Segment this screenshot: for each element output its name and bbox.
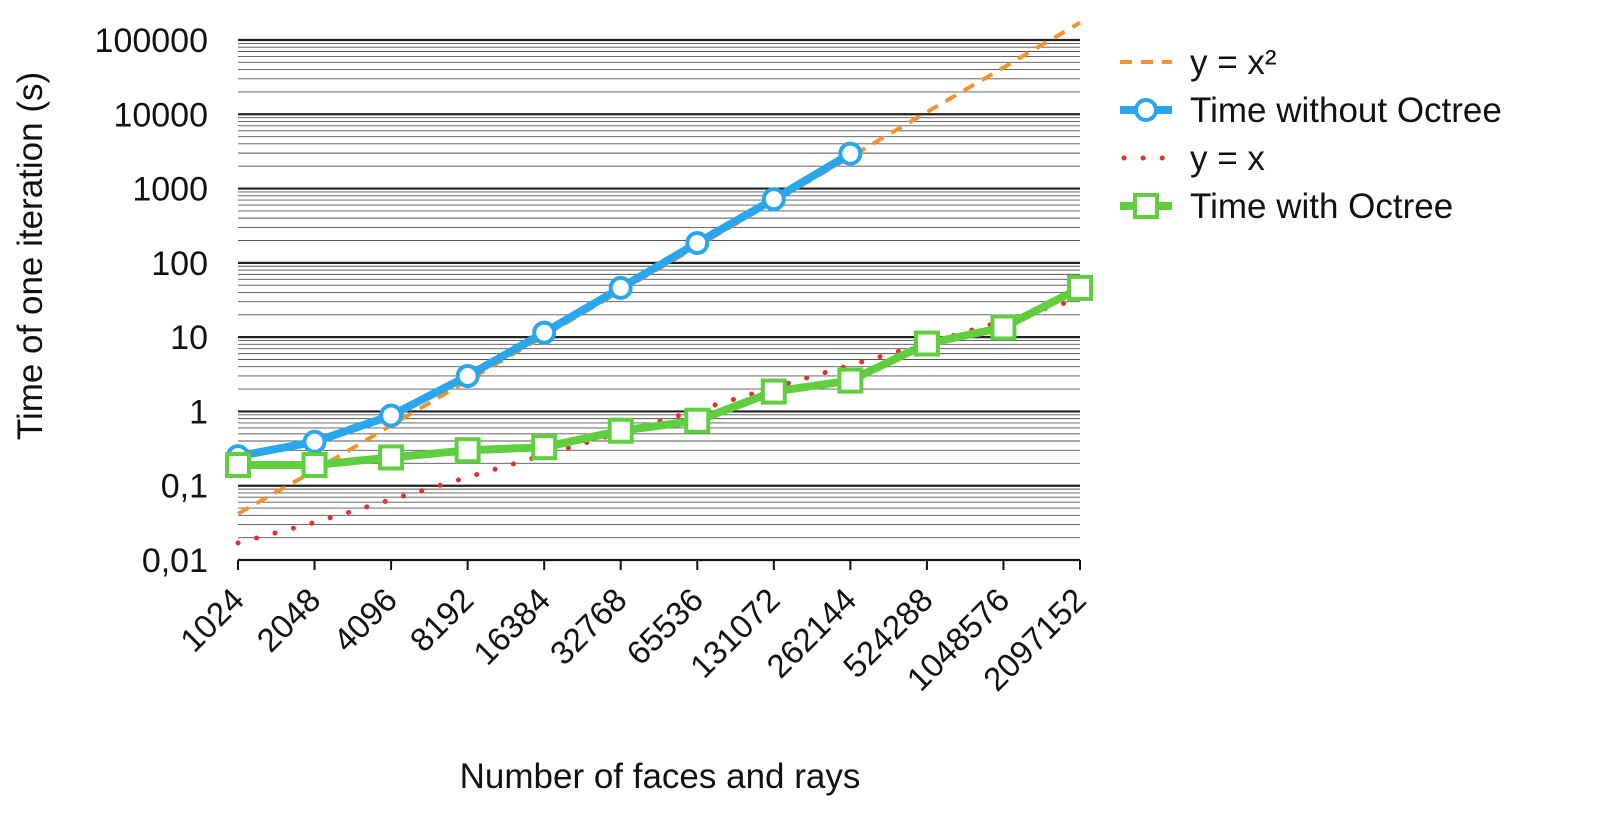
legend-label: Time without Octree [1190,91,1502,130]
data-point [913,330,940,357]
series-y-x [235,296,1083,546]
y-tick-label: 0,01 [142,542,208,580]
data-point [607,417,634,444]
data-point [455,363,480,388]
grid-lines [238,38,1080,562]
y-tick-label: 10000 [113,96,208,134]
y-tick-label: 10 [170,319,208,357]
data-point [760,378,787,405]
y-axis-label: Time of one iteration (s) [11,72,50,440]
series [225,20,1093,546]
x-axis [237,559,1081,570]
x-tick-label: 1024 [173,581,251,659]
legend-label: Time with Octree [1190,187,1453,226]
data-point [761,187,786,212]
y-axis-tick-labels: 0,01 0,1 1 10 100 1000 10000 100000 [95,22,208,580]
data-point [532,320,557,345]
data-point [302,429,327,454]
x-tick-label: 2048 [249,581,327,659]
x-tick-label: 4096 [326,581,404,659]
legend-label: y = x [1190,139,1265,178]
data-point [378,444,405,471]
x-axis-tick-labels: 1024204840968192163843276865536131072262… [173,581,1093,698]
data-point [608,275,633,300]
legend-marker [1134,98,1158,122]
legend: y = x² Time without Octree y = x Time with … [1120,43,1502,226]
data-point [990,314,1017,341]
x-axis-label: Number of faces and rays [460,757,861,796]
data-point [531,434,558,461]
y-tick-label: 100 [151,245,208,283]
series-time-with-octree [225,274,1093,479]
data-point [1067,274,1093,301]
legend-marker [1133,193,1159,219]
legend-entry-y-x: y = x² [1120,43,1277,82]
series-time-without-octree [226,141,863,469]
y-tick-label: 1 [189,393,208,431]
legend-entry-time-without-octree: Time without Octree [1120,91,1502,130]
data-point [684,407,711,434]
series-line [235,296,1083,546]
data-point [454,437,481,464]
data-point [837,367,864,394]
y-tick-label: 1000 [132,171,208,209]
x-tick-label: 16384 [466,581,557,672]
data-point [838,141,863,166]
legend-entry-time-with-octree: Time with Octree [1120,187,1453,226]
data-point [301,452,328,479]
legend-entry-y-x: y = x [1121,139,1265,178]
x-tick-label: 32768 [543,581,634,672]
data-point [225,452,251,479]
y-tick-label: 0,1 [161,468,208,506]
data-point [685,231,710,256]
legend-label: y = x² [1190,43,1277,82]
y-tick-label: 100000 [95,22,208,60]
data-point [379,403,404,428]
